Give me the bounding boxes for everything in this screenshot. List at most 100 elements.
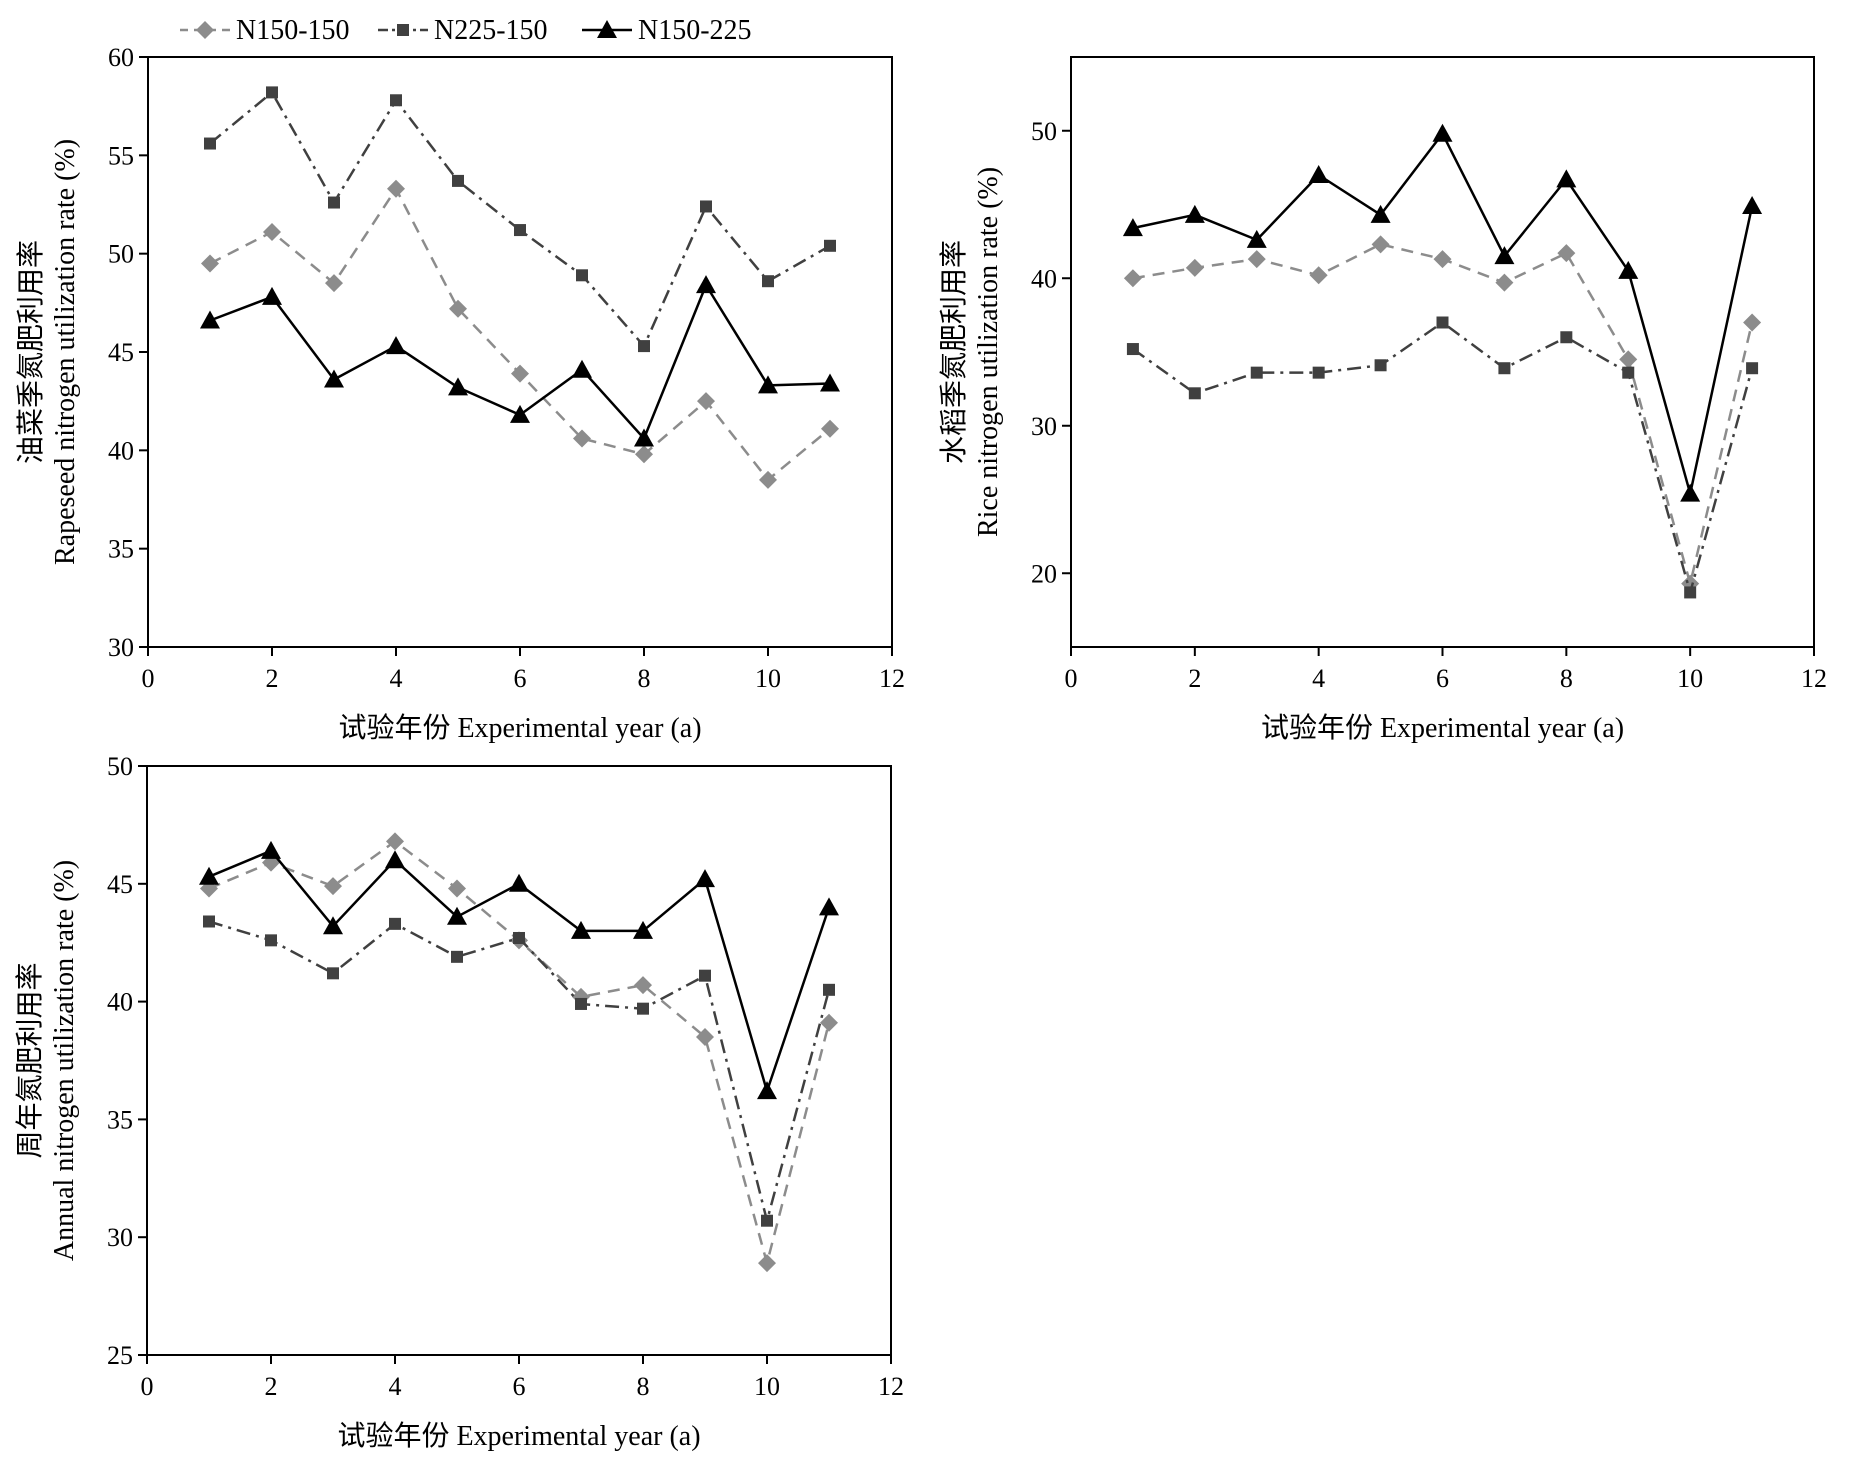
data-point-N150-225 — [1370, 204, 1391, 223]
data-point-N150-150 — [387, 179, 405, 198]
data-point-N225-150 — [1126, 343, 1139, 356]
y-tick-label: 35 — [108, 535, 134, 564]
legend: N150-150 N225-150 N150-225 — [180, 15, 752, 46]
data-point-N225-150 — [823, 983, 835, 996]
data-point-N225-150 — [699, 969, 711, 982]
data-point-N150-225 — [261, 840, 281, 859]
y-tick-label: 20 — [1031, 559, 1057, 588]
data-point-N150-150 — [1185, 258, 1204, 277]
y-tick-label: 35 — [107, 1105, 133, 1134]
data-point-N150-150 — [325, 274, 343, 293]
x-axis-title: 试验年份 Experimental year (a) — [337, 1420, 700, 1452]
y-tick-label: 60 — [108, 43, 134, 72]
data-point-N150-150 — [1247, 250, 1266, 269]
y-axis-title-cn: 周年氮肥利用率 — [14, 962, 46, 1158]
y-axis-title-cn: 水稻季氮肥利用率 — [938, 240, 970, 464]
data-point-N150-150 — [634, 976, 652, 995]
data-point-N150-150 — [1309, 266, 1328, 285]
data-point-N150-150 — [573, 429, 591, 448]
data-point-N150-225 — [1494, 246, 1515, 265]
plot-frame — [146, 765, 892, 1356]
data-point-N225-150 — [762, 275, 774, 288]
data-point-N150-225 — [820, 373, 840, 392]
x-tick-label: 6 — [1436, 664, 1449, 693]
legend-label-N150-225: N150-225 — [638, 15, 752, 46]
y-tick-label: 30 — [108, 633, 134, 662]
data-point-N150-225 — [262, 286, 282, 305]
y-axis-title-en: Rice nitrogen utilization rate (%) — [973, 167, 1004, 537]
data-point-N150-225 — [1184, 204, 1205, 223]
legend-label-N225-150: N225-150 — [434, 15, 548, 46]
data-point-N225-150 — [1188, 387, 1201, 400]
data-point-N150-225 — [1308, 165, 1329, 183]
y-tick-label: 50 — [1031, 117, 1057, 146]
data-point-N150-150 — [697, 392, 715, 411]
series-line-N225-150 — [1132, 321, 1754, 594]
series-line-N150-150 — [1132, 243, 1754, 585]
series-line-N225-150 — [209, 91, 831, 348]
data-point-N150-225 — [696, 275, 716, 294]
data-point-N150-225 — [386, 336, 406, 355]
data-point-N225-150 — [266, 86, 278, 99]
data-point-N150-150 — [1619, 350, 1638, 369]
data-point-N225-150 — [1250, 366, 1263, 379]
data-point-N150-225 — [1432, 123, 1453, 142]
y-axis-title-en: Annual nitrogen utilization rate (%) — [49, 860, 80, 1261]
data-point-N225-150 — [389, 917, 401, 930]
y-tick-label: 45 — [107, 870, 133, 899]
x-tick-label: 8 — [637, 1372, 650, 1401]
data-point-N150-225 — [758, 375, 778, 394]
data-point-N150-225 — [634, 428, 654, 447]
series-line-N225-150 — [208, 920, 831, 1222]
data-point-N150-225 — [633, 920, 653, 939]
data-point-N225-150 — [638, 340, 650, 353]
y-tick-label: 40 — [108, 436, 134, 465]
plot-frame — [1070, 56, 1815, 648]
x-axis-title: 试验年份 Experimental year (a) — [338, 712, 701, 744]
data-point-N150-150 — [635, 445, 653, 464]
data-point-N150-225 — [385, 850, 405, 869]
x-tick-label: 8 — [638, 664, 651, 693]
y-tick-label: 45 — [108, 338, 134, 367]
legend-marker-N150-150 — [196, 21, 214, 39]
data-point-N150-150 — [386, 832, 404, 851]
data-point-N225-150 — [824, 239, 836, 252]
x-tick-label: 2 — [1188, 664, 1201, 693]
data-point-N225-150 — [1560, 331, 1573, 344]
x-tick-label: 2 — [265, 1372, 278, 1401]
x-tick-label: 4 — [1312, 664, 1325, 693]
y-tick-label: 30 — [107, 1223, 133, 1252]
data-point-N150-150 — [820, 1013, 838, 1032]
data-point-N150-225 — [200, 310, 220, 329]
data-point-N150-150 — [758, 1254, 776, 1273]
data-point-N150-225 — [447, 906, 467, 925]
data-point-N225-150 — [1436, 316, 1449, 329]
x-tick-label: 10 — [755, 664, 781, 693]
data-point-N150-225 — [571, 920, 591, 939]
data-point-N150-225 — [819, 897, 839, 916]
data-point-N150-150 — [1371, 235, 1390, 254]
data-point-N150-225 — [1556, 169, 1577, 188]
x-tick-label: 2 — [266, 664, 279, 693]
rapeseed-chart: 0 2 4 6 8 10 12 30 35 40 45 50 55 60 试验年份 Experimental… — [15, 43, 905, 744]
data-point-N150-150 — [1495, 273, 1514, 292]
data-point-N225-150 — [328, 196, 340, 209]
data-point-N150-225 — [572, 359, 592, 378]
x-tick-label: 12 — [1801, 664, 1827, 693]
y-axis-title-en: Rapeseed nitrogen utilization rate (%) — [50, 139, 81, 565]
data-point-N150-225 — [324, 369, 344, 388]
data-point-N150-225 — [323, 916, 343, 935]
x-tick-label: 10 — [754, 1372, 780, 1401]
data-point-N150-150 — [759, 470, 777, 489]
data-point-N150-150 — [821, 419, 839, 438]
legend-marker-N225-150 — [397, 24, 409, 36]
data-point-N225-150 — [265, 934, 277, 947]
data-point-N225-150 — [204, 137, 216, 150]
data-point-N150-150 — [1743, 313, 1762, 332]
data-point-N225-150 — [1746, 362, 1759, 375]
plot-frame — [147, 56, 893, 648]
x-tick-label: 0 — [142, 664, 155, 693]
y-tick-label: 40 — [1031, 264, 1057, 293]
data-point-N225-150 — [1374, 359, 1387, 372]
